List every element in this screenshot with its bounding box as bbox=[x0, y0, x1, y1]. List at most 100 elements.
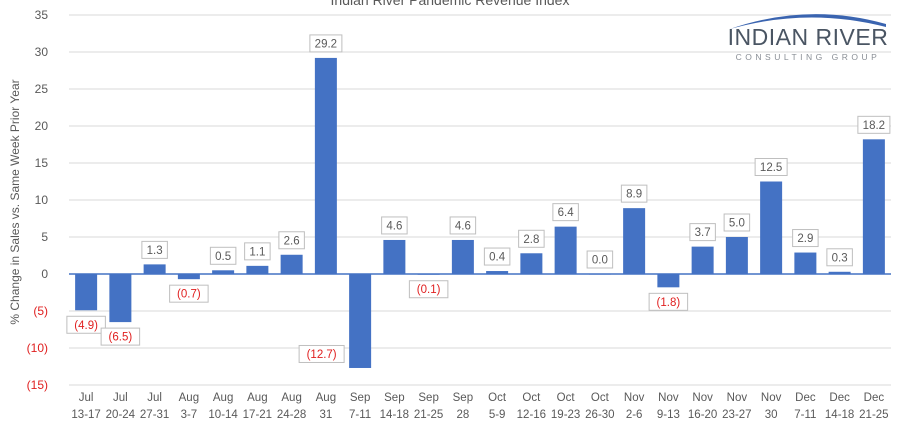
data-label-box bbox=[586, 250, 614, 269]
data-label: 12.5 bbox=[760, 162, 782, 174]
data-label: (0.7) bbox=[177, 289, 201, 301]
x-tick-month: Sep bbox=[418, 392, 438, 404]
data-label-box bbox=[518, 229, 545, 248]
data-label: 4.6 bbox=[455, 220, 471, 232]
bar bbox=[177, 274, 200, 280]
x-tick-days: 26-30 bbox=[585, 409, 614, 421]
x-tick-month: Jul bbox=[147, 392, 162, 404]
x-tick-month: Nov bbox=[658, 392, 679, 404]
x-tick-month: Oct bbox=[557, 392, 576, 404]
data-label-box bbox=[620, 184, 648, 203]
x-tick-month: Nov bbox=[624, 392, 645, 404]
x-tick-days: 24-28 bbox=[277, 409, 306, 421]
logo-arc-icon bbox=[730, 14, 886, 29]
x-tick-month: Nov bbox=[761, 392, 782, 404]
x-tick-month: Aug bbox=[281, 392, 301, 404]
data-label: 0.0 bbox=[592, 255, 608, 267]
data-label-box bbox=[857, 115, 891, 134]
data-label-box bbox=[66, 315, 106, 334]
data-label-box bbox=[298, 344, 345, 363]
x-tick-days: 5-9 bbox=[489, 409, 506, 421]
data-label-box bbox=[408, 280, 449, 299]
x-tick-month: Jul bbox=[113, 392, 128, 404]
data-label: (0.1) bbox=[417, 284, 441, 296]
data-label-box bbox=[723, 213, 751, 232]
bar bbox=[109, 274, 132, 323]
y-tick-label: (10) bbox=[27, 341, 48, 355]
x-tick-days: 3-7 bbox=[181, 409, 198, 421]
bar bbox=[725, 237, 748, 274]
y-tick-label: 25 bbox=[35, 82, 49, 96]
x-tick-days: 10-14 bbox=[208, 409, 238, 421]
x-tick-month: Oct bbox=[522, 392, 541, 404]
data-label-box bbox=[169, 284, 209, 303]
x-tick-days: 14-18 bbox=[380, 409, 409, 421]
data-label: (12.7) bbox=[307, 349, 337, 361]
data-label: 1.1 bbox=[249, 246, 265, 258]
x-tick-month: Dec bbox=[829, 392, 850, 404]
x-tick-days: 21-25 bbox=[859, 409, 888, 421]
x-tick-month: Oct bbox=[591, 392, 610, 404]
y-tick-label: (5) bbox=[33, 304, 48, 318]
x-tick-days: 27-31 bbox=[140, 409, 169, 421]
bar bbox=[486, 271, 509, 274]
data-label: 0.5 bbox=[215, 251, 231, 263]
data-label-box bbox=[826, 248, 853, 267]
x-tick-days: 20-24 bbox=[106, 409, 136, 421]
x-tick-month: Aug bbox=[316, 392, 336, 404]
data-label-box bbox=[141, 240, 168, 259]
x-tick-month: Aug bbox=[179, 392, 199, 404]
chart-title: Indian River Pandemic Revenue Index bbox=[330, 0, 570, 8]
bar bbox=[383, 239, 406, 274]
bar bbox=[143, 264, 166, 274]
data-label: 0.4 bbox=[489, 252, 506, 264]
data-label: 0.3 bbox=[832, 252, 848, 264]
x-tick-days: 17-21 bbox=[243, 409, 272, 421]
data-label: 2.8 bbox=[523, 234, 539, 246]
data-label: 18.2 bbox=[863, 120, 885, 132]
data-label-box bbox=[244, 242, 271, 261]
x-tick-days: 7-11 bbox=[794, 409, 816, 421]
x-tick-days: 21-25 bbox=[414, 409, 443, 421]
logo-sub-text: CONSULTING GROUP bbox=[735, 52, 881, 62]
x-tick-month: Oct bbox=[488, 392, 507, 404]
x-tick-days: 19-23 bbox=[551, 409, 580, 421]
x-tick-days: 14-18 bbox=[825, 409, 854, 421]
data-label-box bbox=[209, 246, 237, 265]
x-tick-days: 31 bbox=[319, 409, 332, 421]
data-label-box bbox=[754, 158, 788, 176]
data-label: 2.6 bbox=[284, 235, 300, 247]
x-tick-month: Sep bbox=[453, 392, 473, 404]
bar bbox=[691, 246, 714, 274]
y-tick-label: 5 bbox=[41, 230, 48, 244]
y-tick-label: 15 bbox=[35, 156, 49, 170]
bar bbox=[554, 226, 577, 274]
x-tick-days: 28 bbox=[456, 409, 469, 421]
bar bbox=[246, 265, 269, 274]
data-label: (4.9) bbox=[74, 320, 98, 332]
bar bbox=[280, 254, 303, 274]
x-tick-month: Nov bbox=[727, 392, 748, 404]
y-tick-label: 30 bbox=[35, 45, 49, 59]
bar bbox=[451, 239, 474, 274]
bar bbox=[623, 208, 646, 274]
data-label-box bbox=[449, 216, 477, 235]
data-label-box bbox=[648, 292, 689, 311]
x-tick-month: Nov bbox=[692, 392, 713, 404]
y-tick-label: 0 bbox=[41, 267, 48, 281]
bar bbox=[75, 274, 98, 311]
bar bbox=[520, 253, 543, 274]
y-tick-label: 10 bbox=[35, 193, 49, 207]
x-tick-month: Aug bbox=[247, 392, 267, 404]
x-tick-days: 30 bbox=[765, 409, 778, 421]
data-label-box bbox=[381, 216, 408, 235]
data-label: 8.9 bbox=[626, 189, 642, 201]
bar bbox=[314, 57, 337, 274]
x-tick-month: Sep bbox=[350, 392, 370, 404]
x-tick-days: 2-6 bbox=[626, 409, 643, 421]
data-label-box bbox=[552, 203, 579, 222]
logo-main-text: INDIAN RIVER bbox=[727, 24, 889, 50]
bar bbox=[862, 139, 885, 274]
data-label: 5.0 bbox=[729, 218, 745, 230]
bar bbox=[657, 274, 680, 288]
